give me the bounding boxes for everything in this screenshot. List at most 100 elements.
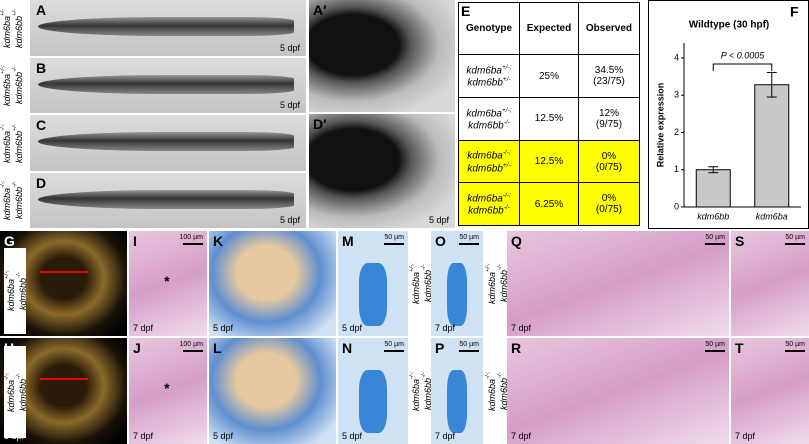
observed-cell: 0% (0/75) [577,139,641,184]
allele: -/- [503,118,510,126]
panel-image: T 7 dpf 50 µm [731,338,809,444]
panel-letter: O [435,233,446,249]
gene: kdm6bb [499,377,509,410]
panel-letter: R [511,340,522,356]
scale-label: 100 µm [179,341,204,348]
genotype-label: kdm6ba+/-; kdm6bb-/- [0,58,30,113]
observed-line: 0% [601,193,617,205]
genotype-line: kdm6ba-/-; [460,192,518,204]
allele: +/-; [4,270,10,280]
scale-bar [384,350,404,352]
stage-label: 7 dpf [133,323,154,333]
scale-label: 50 µm [785,341,805,348]
genotype-line: kdm6ba-/-; [460,149,518,161]
panel-letter: Q [511,233,522,249]
panel-letter: M [342,233,354,249]
allele: -/- [12,66,18,73]
bar [695,169,731,208]
stage-label: 5 dpf [342,431,363,441]
genotype-line: kdm6ba-/-; [4,346,16,438]
gene: kdm6ba [411,271,421,304]
panel-image: N 5 dpf 50 µm [338,338,408,444]
scale-bar [384,243,404,245]
observed-line: 12% [598,107,619,119]
genotype-cell: kdm6ba+/-; kdm6bb+/- [458,54,520,99]
panel-letter: P [435,340,445,356]
y-axis-label: Relative expression [655,83,665,168]
table-row: kdm6ba+/-; kdm6bb+/- 25% 34.5% (23/75) [458,54,641,99]
gene: kdm6bb [468,120,504,132]
scale-label: 50 µm [705,234,725,241]
allele: -/- [16,373,22,379]
genotype-label: kdm6ba-/-; kdm6bb+/- [0,115,30,171]
scale-bar [459,243,479,245]
gene: kdm6ba [6,279,16,312]
scale-label: 50 µm [785,234,805,241]
allele: +/- [0,8,6,16]
table-row: kdm6ba-/-; kdm6bb-/- 6.25% 0% (0/75) [458,182,641,226]
genotype-label: kdm6ba-/-; kdm6bb-/- [4,346,28,438]
cartilage [359,262,387,326]
gene: kdm6ba [411,378,421,411]
bar-chart: F Wildtype (30 hpf) Relative expression 0 1 2… [655,4,801,221]
scale-label: 50 µm [384,234,404,241]
panel-letter: K [213,233,224,249]
header-cell: Genotype [458,1,520,56]
genotype-label: kdm6ba+/-; kdm6bb-/- [485,231,509,336]
panel-image: M 5 dpf 50 µm [338,231,408,336]
genotype-line: kdm6ba-/-; [0,173,12,228]
allele: -/- [503,204,510,212]
panel-letter: T [735,340,744,356]
panel-letter: J [133,340,141,356]
scale-bar [705,350,725,352]
allele: -/- [16,272,22,278]
genotype-line: kdm6bb+/- [12,115,24,171]
allele: +/- [502,161,511,169]
allele: +/-; [0,65,6,74]
allele: +/- [12,8,18,16]
gene: kdm6bb [467,162,503,174]
expected-cell: 12.5% [519,97,579,141]
observed-line: (0/75) [595,161,623,173]
panel-image: A′ [309,0,455,112]
panel-image: D′ 5 dpf [309,114,455,228]
gene: kdm6bb [468,205,504,217]
gene: kdm6bb [18,277,28,310]
gene: kdm6bb [14,72,24,105]
genotype-line: kdm6bb-/- [497,231,509,336]
gene: kdm6ba [2,130,12,163]
stage-label: 5 dpf [279,215,300,225]
allele: +/-; [502,106,512,114]
panel-letter: N [342,340,353,356]
panel-image: J 7 dpf 100 µm * [129,338,207,444]
panel-letter: I [133,233,137,249]
scale-label: 100 µm [179,234,204,241]
panel-image: D 5 dpf [30,173,306,228]
table-row: kdm6ba+/-; kdm6bb-/- 12.5% 12% (9/75) [458,97,641,141]
panel-letter: L [213,340,222,356]
genotype-line: kdm6bb-/- [16,346,28,438]
genotype-line: kdm6bb-/- [12,173,24,228]
fish-body [38,74,294,94]
panel-f: F Wildtype (30 hpf) Relative expression 0 1 2… [648,0,809,229]
stage-label: 7 dpf [735,431,756,441]
panel-letter: S [735,233,745,249]
expected-cell: 12.5% [519,139,579,184]
y-tick-label: 2 [674,127,679,137]
allele: +/- [12,123,18,131]
stage-label: 5 dpf [213,323,234,333]
panel-image: B 5 dpf [30,58,306,113]
genotype-line: kdm6bb+/- [460,162,518,174]
scale-bar [785,243,805,245]
panel-letter: D [36,175,47,191]
gene: kdm6bb [18,378,28,411]
allele: -/-; [502,191,511,199]
observed-cell: 34.5% (23/75) [577,54,641,99]
fish-body [38,131,294,152]
gene: kdm6bb [14,187,24,220]
genotype-line: kdm6bb-/- [460,204,518,216]
panel-image: P 7 dpf 50 µm [431,338,483,444]
gene: kdm6bb [423,377,433,410]
gene: kdm6ba [487,378,497,411]
